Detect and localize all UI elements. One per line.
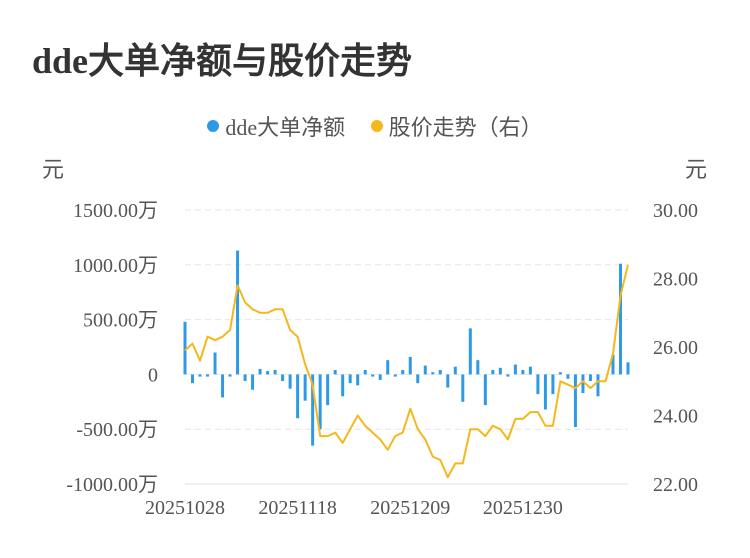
dde-bar (408, 356, 412, 375)
left-axis-unit: 元 (42, 157, 64, 182)
legend: dde大单净额 股价走势（右） (0, 110, 750, 142)
dde-bar (311, 374, 315, 446)
price-line (184, 264, 629, 479)
dde-bar (288, 374, 292, 389)
gridlines (185, 209, 628, 485)
dde-bar (393, 374, 397, 377)
dde-bar (258, 368, 262, 375)
dde-bar (566, 374, 570, 379)
dde-bar (611, 354, 615, 375)
dde-bar (573, 374, 577, 428)
dde-bar (543, 374, 547, 410)
right-tick-label: 30.00 (653, 200, 698, 222)
dde-bar (386, 360, 390, 375)
x-tick-label: 20251230 (483, 497, 563, 519)
left-tick-label: 1500.00万 (73, 200, 158, 222)
left-tick-label: 0 (148, 364, 158, 386)
dde-bar (213, 352, 217, 375)
dde-bar (356, 374, 360, 386)
dde-bar (401, 370, 405, 375)
dde-bar (506, 374, 510, 377)
dde-bar (588, 374, 592, 381)
x-tick-label: 20251209 (370, 497, 450, 519)
dde-bar (596, 374, 600, 397)
dde-bar (243, 374, 247, 381)
dde-bar (416, 374, 420, 384)
dde-bar (198, 374, 202, 377)
dde-bar (581, 374, 585, 394)
legend-item-price[interactable]: 股价走势（右） (370, 110, 543, 142)
left-axis: 1500.00万 1000.00万 500.00万 0 -500.00万 -1000.00… (66, 200, 158, 496)
dde-bar (221, 374, 225, 398)
dde-bar (228, 374, 232, 377)
dde-bar (558, 372, 562, 375)
dde-bar (528, 366, 532, 375)
right-axis: 30.00 28.00 26.00 24.00 22.00 (653, 200, 698, 496)
dde-bar (326, 374, 330, 406)
dde-bar (273, 370, 277, 375)
dde-bar (618, 263, 622, 375)
dde-bar (281, 374, 285, 381)
dde-bar (206, 374, 210, 377)
dde-bar (626, 362, 630, 375)
dde-bar (363, 370, 367, 375)
right-tick-label: 22.00 (653, 474, 698, 496)
right-tick-label: 28.00 (653, 269, 698, 291)
left-tick-label: -500.00万 (76, 419, 158, 441)
dde-bar (498, 367, 502, 375)
dde-bar (423, 365, 427, 375)
dde-bar (536, 374, 540, 395)
legend-label-price: 股价走势（右） (388, 115, 543, 140)
legend-marker-dde (207, 120, 220, 132)
right-tick-label: 24.00 (653, 406, 698, 428)
left-tick-label: 1000.00万 (73, 255, 158, 277)
dde-bar (461, 374, 465, 402)
legend-label-dde: dde大单净额 (225, 115, 346, 140)
dde-bar (191, 374, 195, 384)
dde-bar (483, 374, 487, 406)
x-axis: 20251028 20251118 20251209 20251230 (145, 483, 628, 519)
dde-bar (318, 374, 322, 430)
dde-bar (303, 374, 307, 401)
dde-bar (236, 250, 240, 375)
legend-item-dde[interactable]: dde大单净额 (207, 110, 345, 142)
dde-bar (551, 374, 555, 395)
price-line-series (184, 264, 629, 479)
left-tick-label: 500.00万 (83, 310, 158, 332)
dde-bar (341, 374, 345, 397)
chart-title: dde大单净额与股价走势 (32, 41, 413, 81)
dde-bar (378, 374, 382, 380)
dde-bar (333, 370, 337, 375)
dde-bar (371, 374, 375, 377)
legend-marker-price (370, 120, 383, 132)
x-tick-label: 20251028 (145, 497, 225, 519)
dde-bar (251, 374, 255, 390)
dde-bar (431, 372, 435, 375)
dde-bar (446, 374, 450, 388)
x-tick-label: 20251118 (258, 497, 337, 519)
dde-bar (513, 364, 517, 375)
dde-bar (183, 321, 187, 375)
dde-bar-series (183, 250, 630, 446)
right-tick-label: 26.00 (653, 337, 698, 359)
dde-bar (438, 370, 442, 375)
dde-bar (476, 360, 480, 375)
dde-bar (266, 371, 270, 375)
dde-bar (521, 370, 525, 375)
right-axis-unit: 元 (685, 157, 707, 182)
dde-bar (453, 366, 457, 375)
left-tick-label: -1000.00万 (66, 474, 158, 496)
dde-bar (296, 374, 300, 419)
dde-bar (491, 370, 495, 375)
dde-bar (468, 328, 472, 375)
dde-bar (348, 374, 352, 384)
